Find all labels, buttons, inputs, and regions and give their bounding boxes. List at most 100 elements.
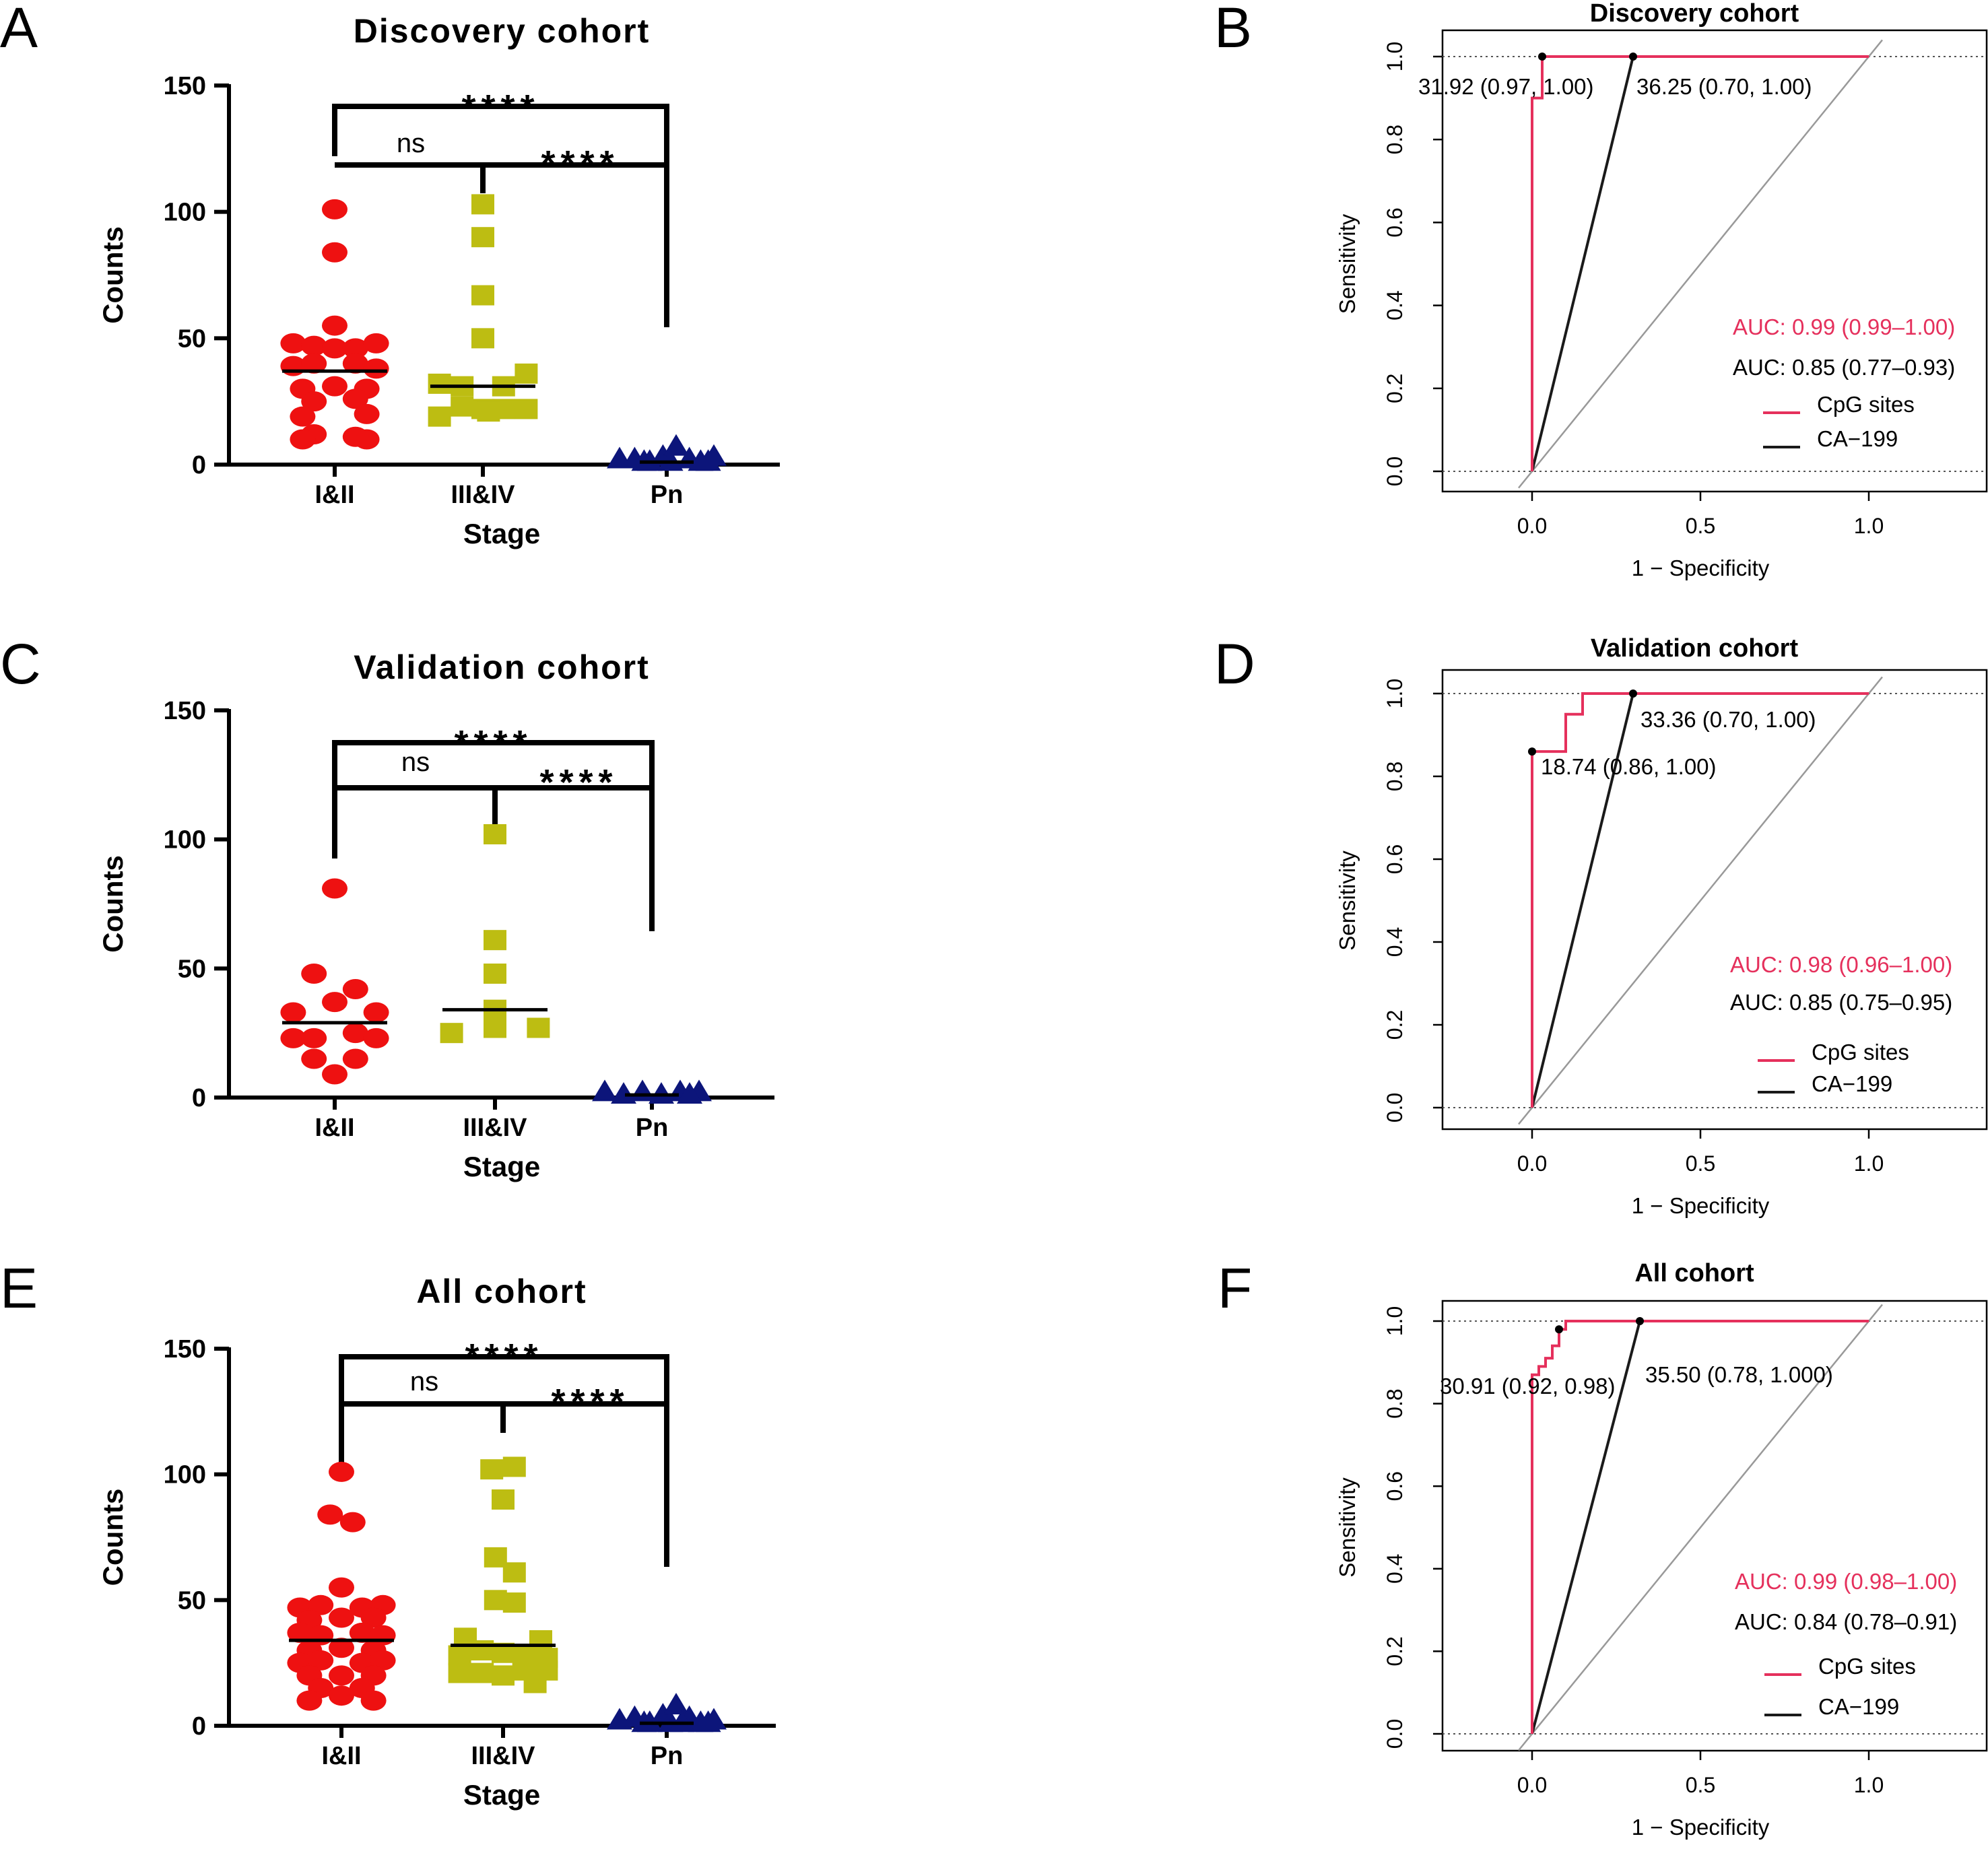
y-tick-label: 0.6 [1383,1471,1407,1501]
legend-label: CpG sites [1817,392,1915,417]
roc-panel-b: B Discovery cohort 0.0 0.2 0.4 0.6 0.8 1.0 Sensi… [1214,0,1988,580]
chance-diagonal [1518,39,1883,489]
panel-label: B [1214,0,1252,59]
panel-label: A [0,0,38,59]
threshold-point [1629,689,1637,698]
data-point [287,1622,313,1643]
y-tick-label: 1.0 [1383,1306,1407,1336]
data-point [322,199,347,220]
data-point [360,1690,387,1711]
series-iii-iv [428,194,538,427]
auc-ca199: AUC: 0.85 (0.75–0.95) [1730,990,1952,1015]
x-tick-label: III&IV [451,481,515,509]
data-point [515,399,538,419]
y-axis-label: Sensitivity [1335,850,1360,951]
data-point [477,401,500,422]
y-tick-label: 50 [178,325,206,353]
data-point [631,1710,657,1732]
threshold-point [1629,53,1637,61]
data-point [301,391,327,412]
bracket-i-ii-vs-pn [332,104,669,193]
y-tick-label: 0.6 [1383,844,1407,874]
y-tick-label: 0.0 [1383,1093,1407,1122]
y-tick-label: 150 [164,1335,206,1364]
series-iii-iv [448,1456,558,1693]
auc-ca199: AUC: 0.85 (0.77–0.93) [1733,355,1955,380]
data-point [342,979,368,999]
y-axis-label: Counts [97,226,129,324]
chart-title: Discovery cohort [1590,0,1799,28]
significance-label: **** [541,143,619,184]
threshold-label: 18.74 (0.86, 1.00) [1541,754,1717,779]
chart-title: All cohort [416,1273,587,1310]
y-tick-label: 1.0 [1383,42,1407,71]
data-point [471,1662,494,1683]
data-point [308,1650,334,1671]
data-point [342,389,368,409]
y-tick-label: 0.8 [1383,762,1407,791]
panel-label: F [1218,1256,1252,1320]
data-point [448,1645,471,1666]
chart-title: All cohort [1634,1259,1754,1287]
y-tick-label: 0.8 [1383,1388,1407,1418]
y-tick-label: 0.8 [1383,125,1407,154]
y-axis-label: Sensitivity [1335,1477,1360,1578]
panel-label: E [0,1256,38,1320]
chart-title: Validation cohort [1591,634,1799,663]
threshold-point [1636,1317,1644,1325]
plot-frame [1441,29,1988,493]
bracket-i-ii-vs-pn [339,1354,669,1471]
series-iii-iv [440,824,550,1044]
y-tick-label: 0.4 [1383,1554,1407,1584]
x-tick-label: I&II [314,1114,354,1142]
data-point [322,376,347,397]
data-point [296,1690,323,1711]
x-tick-label: 0.0 [1517,1773,1547,1797]
data-point [440,1023,463,1044]
x-axis-label: 1 − Specificity [1632,1815,1770,1840]
threshold-label: 33.36 (0.70, 1.00) [1641,707,1816,732]
y-axis-label: Sensitivity [1335,213,1360,314]
data-point [308,1594,334,1615]
data-point [301,1028,327,1048]
legend-label: CA−199 [1812,1071,1892,1096]
y-axis-label: Counts [97,855,129,953]
roc-curve-cpg [1531,1320,1869,1734]
data-point [515,363,538,384]
significance-label: **** [465,1337,543,1377]
data-point [611,1082,636,1104]
x-tick-label: I&II [321,1742,361,1770]
data-point [480,1459,504,1480]
legend-label: CpG sites [1818,1654,1916,1679]
y-tick-label: 1.0 [1383,679,1407,708]
roc-panel-d: D Validation cohort 0.0 0.2 0.4 0.6 0.8 1.0 Sens… [1214,632,1988,1218]
data-point [484,930,506,951]
data-point [502,1592,526,1613]
data-point [280,333,306,354]
x-tick-label: III&IV [463,1114,527,1142]
data-point [329,1665,354,1686]
threshold-label: 35.50 (0.78, 1.000) [1645,1362,1833,1387]
data-point [322,315,347,336]
series-i-ii [287,1461,396,1711]
y-tick-label: 150 [164,72,206,100]
data-point [695,449,721,471]
y-tick-label: 50 [178,1586,206,1615]
data-point [363,1002,389,1023]
data-point [322,878,347,899]
x-tick-label: 0.0 [1517,514,1547,538]
chart-title: Validation cohort [354,648,650,686]
roc-curve-cpg [1531,55,1869,471]
data-point [677,1082,702,1104]
data-point [342,1023,368,1044]
data-point [349,1622,375,1643]
data-point [492,1665,515,1686]
auc-cpg: AUC: 0.99 (0.98–1.00) [1735,1569,1957,1594]
threshold-label: 36.25 (0.70, 1.00) [1636,74,1812,99]
x-tick-label: 0.5 [1686,1773,1715,1797]
y-tick-label: 100 [164,826,206,854]
data-point [492,1489,515,1510]
data-point [280,1002,306,1023]
y-tick-label: 150 [164,697,206,725]
